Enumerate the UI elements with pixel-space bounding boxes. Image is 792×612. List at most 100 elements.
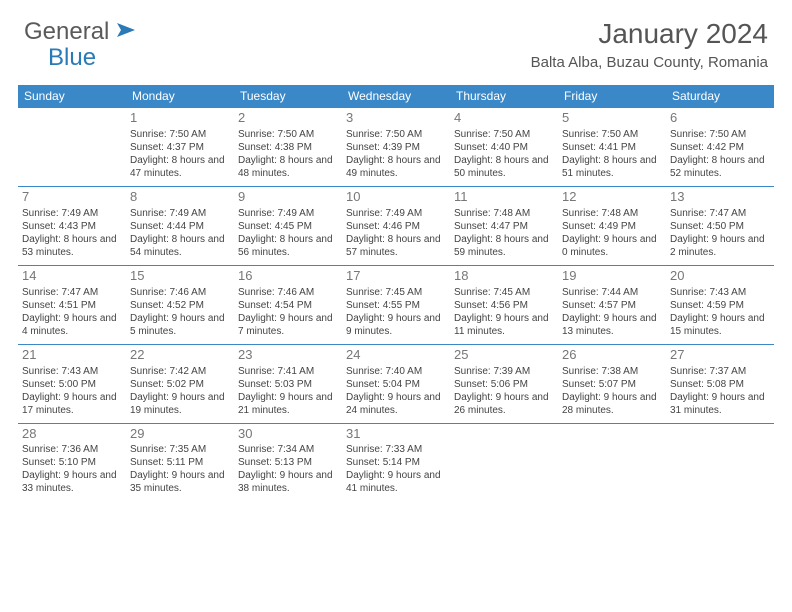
logo-flag-icon xyxy=(115,21,137,44)
day-cell xyxy=(450,423,558,501)
sunrise-line: Sunrise: 7:38 AM xyxy=(562,365,662,378)
day-cell xyxy=(558,423,666,501)
day-number: 25 xyxy=(454,347,554,364)
week-row: 14Sunrise: 7:47 AMSunset: 4:51 PMDayligh… xyxy=(18,265,774,344)
daylight-line: Daylight: 9 hours and 33 minutes. xyxy=(22,469,122,495)
daylight-line: Daylight: 8 hours and 47 minutes. xyxy=(130,154,230,180)
daylight-line: Daylight: 9 hours and 15 minutes. xyxy=(670,312,770,338)
calendar-body: 1Sunrise: 7:50 AMSunset: 4:37 PMDaylight… xyxy=(18,108,774,502)
sunset-line: Sunset: 4:52 PM xyxy=(130,299,230,312)
daylight-line: Daylight: 9 hours and 26 minutes. xyxy=(454,391,554,417)
day-number: 5 xyxy=(562,110,662,127)
day-number: 6 xyxy=(670,110,770,127)
day-cell: 11Sunrise: 7:48 AMSunset: 4:47 PMDayligh… xyxy=(450,186,558,265)
sunrise-line: Sunrise: 7:44 AM xyxy=(562,286,662,299)
logo-general: General xyxy=(24,18,109,46)
day-number: 15 xyxy=(130,268,230,285)
sunset-line: Sunset: 4:43 PM xyxy=(22,220,122,233)
day-cell xyxy=(666,423,774,501)
daylight-line: Daylight: 8 hours and 51 minutes. xyxy=(562,154,662,180)
day-number: 11 xyxy=(454,189,554,206)
location: Balta Alba, Buzau County, Romania xyxy=(531,54,768,71)
sunset-line: Sunset: 4:47 PM xyxy=(454,220,554,233)
daylight-line: Daylight: 8 hours and 56 minutes. xyxy=(238,233,338,259)
day-cell: 1Sunrise: 7:50 AMSunset: 4:37 PMDaylight… xyxy=(126,108,234,187)
day-cell: 23Sunrise: 7:41 AMSunset: 5:03 PMDayligh… xyxy=(234,344,342,423)
day-number: 23 xyxy=(238,347,338,364)
sunrise-line: Sunrise: 7:49 AM xyxy=(346,207,446,220)
sunset-line: Sunset: 4:45 PM xyxy=(238,220,338,233)
day-cell: 26Sunrise: 7:38 AMSunset: 5:07 PMDayligh… xyxy=(558,344,666,423)
sunrise-line: Sunrise: 7:50 AM xyxy=(562,128,662,141)
sunrise-line: Sunrise: 7:49 AM xyxy=(130,207,230,220)
daylight-line: Daylight: 9 hours and 7 minutes. xyxy=(238,312,338,338)
sunset-line: Sunset: 4:38 PM xyxy=(238,141,338,154)
sunset-line: Sunset: 4:49 PM xyxy=(562,220,662,233)
daylight-line: Daylight: 8 hours and 49 minutes. xyxy=(346,154,446,180)
sunset-line: Sunset: 4:41 PM xyxy=(562,141,662,154)
sunrise-line: Sunrise: 7:43 AM xyxy=(670,286,770,299)
sunset-line: Sunset: 4:54 PM xyxy=(238,299,338,312)
sunset-line: Sunset: 5:10 PM xyxy=(22,456,122,469)
sunset-line: Sunset: 4:50 PM xyxy=(670,220,770,233)
sunset-line: Sunset: 5:14 PM xyxy=(346,456,446,469)
week-row: 21Sunrise: 7:43 AMSunset: 5:00 PMDayligh… xyxy=(18,344,774,423)
sunrise-line: Sunrise: 7:49 AM xyxy=(22,207,122,220)
dow-mon: Monday xyxy=(126,85,234,108)
daylight-line: Daylight: 8 hours and 50 minutes. xyxy=(454,154,554,180)
sunrise-line: Sunrise: 7:43 AM xyxy=(22,365,122,378)
day-cell: 18Sunrise: 7:45 AMSunset: 4:56 PMDayligh… xyxy=(450,265,558,344)
sunset-line: Sunset: 4:39 PM xyxy=(346,141,446,154)
daylight-line: Daylight: 9 hours and 31 minutes. xyxy=(670,391,770,417)
day-number: 10 xyxy=(346,189,446,206)
sunrise-line: Sunrise: 7:47 AM xyxy=(22,286,122,299)
header: General January 2024 Balta Alba, Buzau C… xyxy=(0,0,792,77)
sunrise-line: Sunrise: 7:37 AM xyxy=(670,365,770,378)
sunset-line: Sunset: 4:51 PM xyxy=(22,299,122,312)
daylight-line: Daylight: 8 hours and 53 minutes. xyxy=(22,233,122,259)
daylight-line: Daylight: 9 hours and 28 minutes. xyxy=(562,391,662,417)
day-number: 9 xyxy=(238,189,338,206)
day-number: 2 xyxy=(238,110,338,127)
sunrise-line: Sunrise: 7:45 AM xyxy=(454,286,554,299)
sunset-line: Sunset: 4:59 PM xyxy=(670,299,770,312)
day-cell: 10Sunrise: 7:49 AMSunset: 4:46 PMDayligh… xyxy=(342,186,450,265)
sunset-line: Sunset: 5:03 PM xyxy=(238,378,338,391)
sunset-line: Sunset: 5:13 PM xyxy=(238,456,338,469)
sunrise-line: Sunrise: 7:41 AM xyxy=(238,365,338,378)
logo-blue: Blue xyxy=(48,44,96,72)
day-number: 21 xyxy=(22,347,122,364)
day-number: 3 xyxy=(346,110,446,127)
sunrise-line: Sunrise: 7:50 AM xyxy=(670,128,770,141)
day-cell: 24Sunrise: 7:40 AMSunset: 5:04 PMDayligh… xyxy=(342,344,450,423)
dow-sun: Sunday xyxy=(18,85,126,108)
sunrise-line: Sunrise: 7:45 AM xyxy=(346,286,446,299)
sunset-line: Sunset: 5:11 PM xyxy=(130,456,230,469)
month-title: January 2024 xyxy=(531,18,768,50)
day-cell: 21Sunrise: 7:43 AMSunset: 5:00 PMDayligh… xyxy=(18,344,126,423)
day-number: 30 xyxy=(238,426,338,443)
day-cell xyxy=(18,108,126,187)
day-cell: 27Sunrise: 7:37 AMSunset: 5:08 PMDayligh… xyxy=(666,344,774,423)
sunset-line: Sunset: 4:37 PM xyxy=(130,141,230,154)
week-row: 1Sunrise: 7:50 AMSunset: 4:37 PMDaylight… xyxy=(18,108,774,187)
day-number: 26 xyxy=(562,347,662,364)
day-cell: 7Sunrise: 7:49 AMSunset: 4:43 PMDaylight… xyxy=(18,186,126,265)
day-number: 24 xyxy=(346,347,446,364)
daylight-line: Daylight: 9 hours and 35 minutes. xyxy=(130,469,230,495)
sunrise-line: Sunrise: 7:48 AM xyxy=(562,207,662,220)
day-cell: 14Sunrise: 7:47 AMSunset: 4:51 PMDayligh… xyxy=(18,265,126,344)
dow-thu: Thursday xyxy=(450,85,558,108)
sunset-line: Sunset: 4:55 PM xyxy=(346,299,446,312)
day-number: 7 xyxy=(22,189,122,206)
day-cell: 25Sunrise: 7:39 AMSunset: 5:06 PMDayligh… xyxy=(450,344,558,423)
sunset-line: Sunset: 5:02 PM xyxy=(130,378,230,391)
daylight-line: Daylight: 8 hours and 57 minutes. xyxy=(346,233,446,259)
day-number: 8 xyxy=(130,189,230,206)
day-number: 18 xyxy=(454,268,554,285)
calendar: Sunday Monday Tuesday Wednesday Thursday… xyxy=(18,85,774,501)
sunrise-line: Sunrise: 7:50 AM xyxy=(130,128,230,141)
sunrise-line: Sunrise: 7:35 AM xyxy=(130,443,230,456)
day-cell: 8Sunrise: 7:49 AMSunset: 4:44 PMDaylight… xyxy=(126,186,234,265)
day-cell: 16Sunrise: 7:46 AMSunset: 4:54 PMDayligh… xyxy=(234,265,342,344)
